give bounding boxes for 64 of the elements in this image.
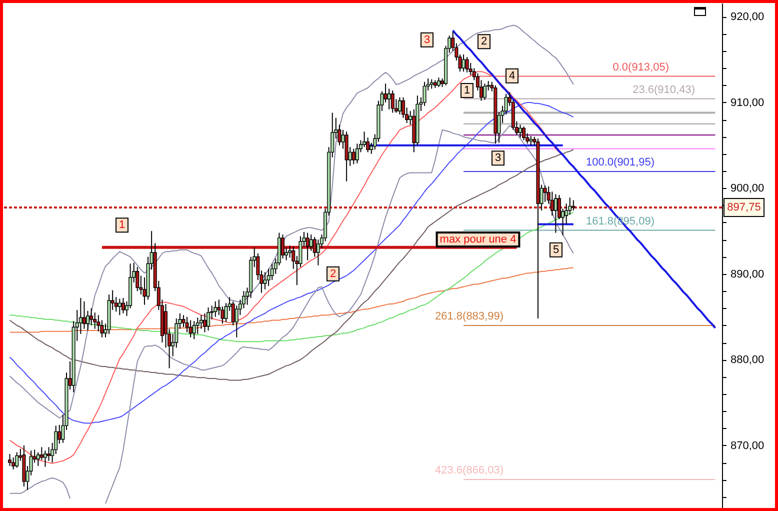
y-tick-label: 870,00: [730, 440, 764, 452]
candlestick: [436, 77, 440, 88]
candlestick: [465, 56, 469, 73]
annotation: max pour une 4: [440, 234, 516, 246]
candlestick: [15, 452, 19, 468]
y-tick-label: 900,00: [730, 182, 764, 195]
y-tick-label: 890,00: [730, 268, 764, 280]
candlestick: [192, 320, 196, 340]
candlestick: [554, 194, 558, 234]
candlestick: [387, 88, 391, 110]
candlestick: [430, 78, 434, 90]
candlestick: [43, 450, 47, 468]
y-tick-label: 910,00: [730, 96, 764, 109]
candlestick: [529, 135, 533, 146]
candlestick: [352, 148, 356, 165]
candlestick: [355, 143, 359, 164]
series-label: 423.6(866,03): [435, 464, 504, 476]
candlestick: [47, 446, 51, 462]
candlestick: [288, 245, 292, 258]
candlestick: [306, 232, 310, 261]
candlestick: [202, 312, 206, 333]
annotation: 5: [552, 244, 560, 256]
candlestick: [188, 320, 192, 338]
candlestick: [572, 200, 576, 211]
candlestick: [93, 312, 97, 330]
series-label: 23.6(910,43): [632, 84, 695, 96]
annotation: 1: [118, 219, 126, 232]
series-label: 100.0(901,95): [586, 156, 654, 168]
candlestick: [12, 456, 16, 470]
candlestick: [280, 234, 284, 259]
candlestick: [263, 272, 267, 290]
y-tick-label: 880,00: [730, 354, 764, 366]
annotation: 2: [330, 268, 336, 280]
candlestick: [90, 308, 94, 326]
candlestick: [40, 446, 44, 460]
annotation: 1: [464, 84, 470, 96]
candlestick: [462, 54, 466, 72]
candlestick: [483, 83, 487, 100]
line-series: [9, 71, 564, 464]
candlestick: [118, 298, 122, 316]
candlestick: [214, 300, 218, 318]
annotation: 3: [494, 152, 502, 164]
candlestick: [390, 90, 394, 114]
candlestick: [309, 234, 313, 252]
series-label: 261.8(883,99): [435, 310, 504, 322]
candlestick: [362, 131, 366, 148]
annotation: 4: [508, 70, 516, 82]
annotation: 3: [424, 34, 430, 46]
candlestick: [121, 297, 125, 314]
ref-line-label: 897,75: [727, 201, 761, 214]
line-series: [9, 149, 574, 381]
annotation: 2: [480, 36, 488, 48]
candlestick: [518, 124, 522, 138]
candlestick: [136, 266, 140, 292]
candlestick: [8, 453, 12, 466]
candlestick: [206, 306, 210, 332]
y-tick-label: 920,00: [730, 11, 764, 24]
candlestick: [398, 96, 402, 115]
candlestick: [522, 126, 526, 141]
candlestick: [182, 314, 186, 328]
candlestick: [384, 83, 388, 103]
line-series: [9, 24, 574, 418]
candlestick: [543, 185, 547, 202]
series-label: 0.0(913,05): [612, 61, 669, 74]
